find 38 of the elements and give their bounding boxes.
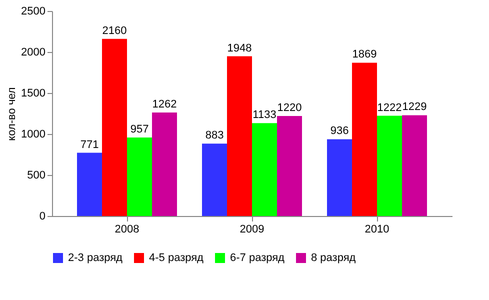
bar [327, 139, 352, 216]
bar [277, 116, 302, 216]
data-label: 1869 [352, 48, 377, 61]
bar [102, 38, 127, 216]
x-tick-label: 2010 [364, 224, 390, 236]
bar [227, 56, 252, 216]
y-tick-label: 1000 [21, 128, 46, 140]
bar [152, 112, 177, 216]
data-label: 771 [80, 138, 99, 151]
x-tick-label: 2008 [114, 224, 140, 236]
bar [352, 62, 377, 216]
data-label: 1948 [227, 42, 252, 54]
y-tick-label: 500 [27, 170, 46, 182]
legend-label: 6-7 разряд [230, 252, 286, 264]
legend-label: 2-3 разряд [68, 252, 124, 264]
y-tick-label: 0 [39, 210, 46, 222]
bar [252, 123, 277, 216]
data-label: 1262 [152, 98, 177, 111]
data-label: 1222 [377, 102, 402, 114]
data-label: 1229 [402, 101, 427, 114]
bar [202, 144, 227, 216]
data-label: 2160 [102, 24, 127, 37]
y-tick-label: 2000 [21, 46, 46, 58]
legend-label: 8 разряд [311, 252, 356, 264]
bar [77, 152, 102, 216]
y-tick-label: 1500 [21, 88, 46, 100]
legend-label: 4-5 разряд [149, 252, 204, 264]
bar [377, 116, 402, 216]
data-label: 1220 [277, 102, 302, 114]
x-tick-label: 2009 [240, 224, 264, 236]
bar [127, 138, 152, 216]
bar [402, 115, 427, 216]
data-label: 883 [205, 130, 224, 142]
y-tick-label: 2500 [21, 6, 46, 18]
data-label: 936 [330, 125, 349, 138]
data-label: 1133 [252, 109, 276, 122]
y-axis-title: кол-во чел [6, 87, 18, 141]
data-label: 957 [130, 124, 149, 136]
